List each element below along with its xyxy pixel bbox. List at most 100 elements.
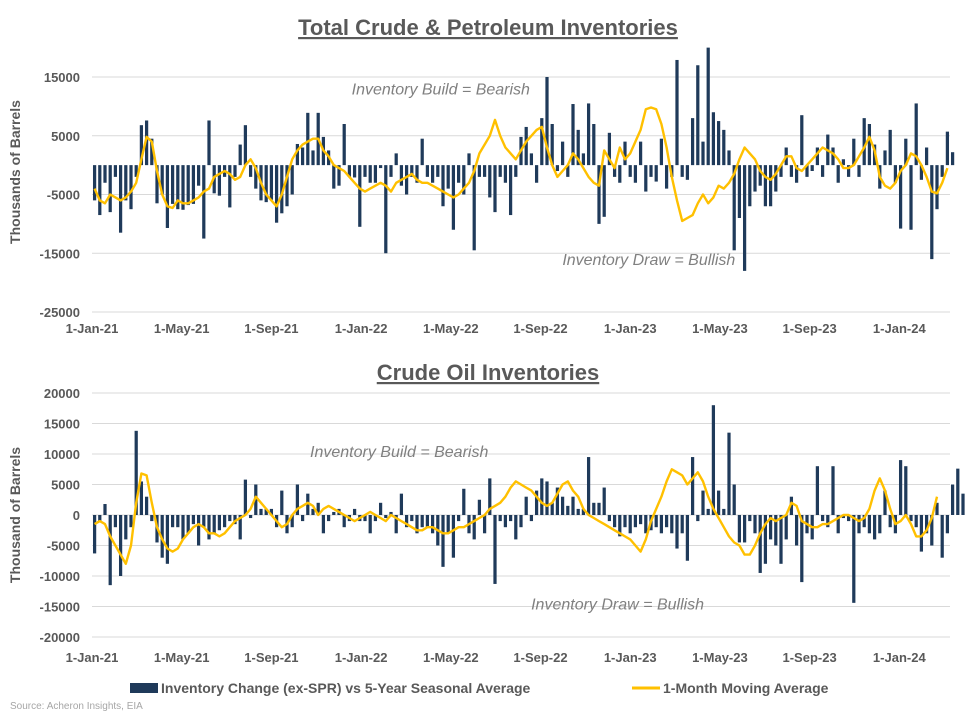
inventory-bar [800,515,804,583]
inventory-bar [779,515,783,564]
chart1-annotations: Inventory Build = Bearish Inventory Draw… [352,82,736,269]
y-tick-label: -5000 [47,539,80,554]
inventory-bar [638,141,643,166]
inventory-bar [358,165,362,227]
inventory-bar [872,515,877,540]
x-tick-label: 1-Jan-22 [335,650,388,665]
inventory-bar [524,126,528,166]
inventory-bar [233,515,237,525]
inventory-bar [690,457,695,515]
inventory-bar [280,165,284,214]
inventory-bar [243,125,248,166]
inventory-bar [290,165,294,195]
inventory-bar [883,150,887,166]
inventory-bar [815,466,820,515]
chart1-y-ticks: 15000 5000 -5000 -15000 -25000 [40,70,80,320]
inventory-bar [623,141,627,166]
inventory-bar [534,490,539,515]
inventory-bar [711,405,716,515]
inventory-bar [794,515,799,546]
inventory-bar [92,165,97,201]
inventory-bar [503,515,508,528]
inventory-bar [930,515,934,546]
inventory-bar [956,468,960,515]
inventory-bar [508,165,513,216]
inventory-bar [716,121,721,166]
inventory-bar [295,143,300,166]
inventory-bar [373,165,378,183]
inventory-bar [550,124,554,166]
x-tick-label: 1-Sep-22 [513,650,567,665]
inventory-bar [540,118,544,166]
inventory-bar [384,165,388,254]
inventory-bar [285,165,289,207]
inventory-bar [831,147,835,166]
inventory-bar [446,515,450,534]
inventory-bar [462,165,466,195]
inventory-bar [742,515,747,543]
inventory-bar [758,515,762,573]
inventory-bar [732,484,736,515]
y-tick-label: -10000 [40,569,80,584]
inventory-bar [846,515,851,522]
chart-total-crude-petroleum: Total Crude & Petroleum Inventories Thou… [7,15,955,336]
inventory-bar [363,515,367,522]
inventory-bar [482,515,487,534]
inventory-bar [259,508,263,515]
x-tick-label: 1-Jan-23 [604,321,657,336]
inventory-bar [898,460,903,515]
inventory-bar [727,432,731,515]
source-note: Source: Acheron Insights, EIA [10,701,143,712]
inventory-bar [248,165,253,177]
inventory-bar [108,515,112,586]
x-tick-label: 1-May-23 [692,650,748,665]
inventory-bar [477,499,482,515]
inventory-bar [176,515,180,528]
inventory-bar [373,515,378,522]
inventory-bar [425,515,430,528]
chart1-annotation-draw: Inventory Draw = Bullish [562,252,735,269]
inventory-bar [607,132,612,166]
chart1-title: Total Crude & Petroleum Inventories [298,15,678,40]
inventory-bar [581,508,586,515]
inventory-bar [342,124,346,166]
inventory-bar [800,115,804,166]
inventory-bar [909,165,913,230]
y-tick-label: -15000 [40,246,80,261]
inventory-bar [810,165,814,171]
inventory-bar [768,515,773,540]
inventory-bar [103,165,107,183]
inventory-bar [659,515,664,534]
inventory-bar [774,515,778,546]
inventory-bar [898,165,903,229]
inventory-bar [274,165,279,223]
inventory-bar [514,165,518,177]
x-tick-label: 1-May-22 [423,321,479,336]
inventory-bar [888,129,892,166]
inventory-bar [488,165,492,198]
chart1-moving-average-line [93,106,949,223]
inventory-bar [534,165,539,183]
chart2-bars [92,405,965,603]
inventory-bar [347,165,352,177]
inventory-bar [321,515,326,534]
inventory-bar [664,515,669,528]
inventory-bar [820,515,825,522]
x-tick-label: 1-Sep-21 [244,321,298,336]
inventory-bar [456,165,461,183]
inventory-bar [654,515,658,528]
inventory-bar [696,515,700,522]
x-tick-label: 1-Sep-23 [782,650,836,665]
legend: Inventory Change (ex-SPR) vs 5-Year Seas… [130,680,829,696]
inventory-bar [737,165,742,218]
inventory-bar [675,59,679,166]
inventory-bar [456,515,461,522]
inventory-bar [342,515,346,528]
x-tick-label: 1-Sep-22 [513,321,567,336]
y-tick-label: -20000 [40,630,80,645]
inventory-bar [618,165,622,183]
inventory-bar [352,508,357,515]
x-tick-label: 1-May-23 [692,321,748,336]
inventory-bar [550,502,554,515]
inventory-bar [503,165,508,183]
